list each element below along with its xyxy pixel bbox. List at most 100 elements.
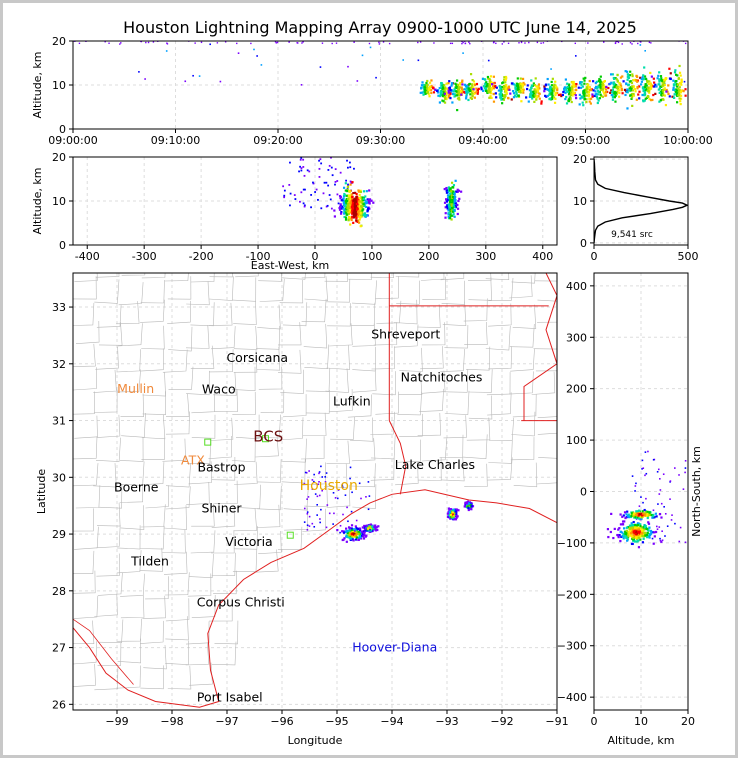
county-border: [165, 616, 189, 641]
source-point: [572, 80, 575, 84]
source-point: [299, 200, 301, 203]
source-point: [625, 90, 628, 94]
source-point: [631, 104, 634, 107]
source-point: [622, 532, 625, 536]
source-point: [373, 525, 376, 529]
source-point: [544, 94, 547, 97]
county-border: [141, 436, 165, 460]
source-point: [550, 80, 553, 84]
source-point: [569, 98, 572, 101]
source-point: [545, 88, 549, 91]
source-point: [519, 86, 523, 89]
source-point: [352, 539, 355, 542]
county-border: [232, 277, 257, 302]
county-border: [73, 367, 97, 391]
source-point: [671, 514, 673, 516]
source-point: [349, 477, 351, 480]
county-border: [115, 301, 140, 325]
county-border: [441, 280, 466, 305]
county-border: [73, 508, 94, 532]
source-point: [536, 41, 539, 44]
source-point: [632, 538, 635, 541]
source-point: [448, 203, 451, 206]
source-point: [314, 493, 317, 495]
county-border: [422, 276, 446, 300]
source-point: [510, 98, 513, 101]
source-point: [451, 42, 454, 45]
source-point: [551, 97, 554, 101]
source-point: [583, 89, 586, 92]
source-point: [487, 77, 490, 80]
source-point: [633, 87, 637, 91]
source-point: [361, 532, 364, 535]
source-point: [648, 98, 651, 101]
source-point: [551, 92, 554, 95]
source-point: [556, 91, 559, 95]
source-point: [642, 86, 645, 89]
source-point: [336, 497, 339, 500]
source-point: [627, 76, 631, 80]
source-point: [349, 223, 352, 226]
source-point: [447, 194, 450, 198]
source-point: [355, 536, 359, 539]
source-point: [346, 535, 349, 538]
source-point: [614, 100, 617, 103]
city-label: Mullin: [117, 381, 154, 396]
county-border: [211, 530, 235, 554]
county-border: [304, 344, 330, 370]
y-tick-label: 27: [52, 642, 66, 655]
source-point: [574, 85, 577, 88]
source-point: [342, 186, 346, 189]
source-point: [646, 516, 649, 520]
source-point: [614, 94, 617, 97]
source-point: [634, 485, 637, 487]
source-point: [598, 78, 601, 81]
source-point: [342, 200, 345, 203]
source-point: [625, 526, 628, 529]
county-border: [74, 273, 98, 282]
source-point: [643, 75, 647, 78]
source-point: [676, 74, 679, 77]
source-point: [582, 77, 585, 80]
source-point: [647, 521, 650, 524]
x-tick-label: −92: [490, 715, 513, 728]
county-border: [399, 347, 423, 372]
source-point: [621, 75, 624, 78]
source-point: [521, 83, 524, 86]
source-point: [358, 527, 361, 530]
source-point: [626, 538, 629, 541]
source-point: [626, 531, 629, 534]
source-point: [450, 90, 453, 93]
source-point: [636, 86, 639, 89]
source-point: [616, 73, 619, 77]
source-point: [653, 85, 656, 88]
source-point: [647, 535, 651, 538]
source-point: [436, 89, 439, 93]
source-point: [617, 89, 620, 92]
source-point: [609, 82, 612, 85]
source-point: [672, 96, 676, 99]
source-point: [362, 526, 366, 529]
source-point: [627, 83, 631, 86]
source-point: [353, 41, 355, 43]
source-point: [362, 529, 365, 533]
source-point: [424, 88, 427, 91]
source-point: [369, 529, 372, 532]
source-point: [344, 494, 347, 496]
county-border: [97, 642, 122, 666]
source-point: [443, 89, 446, 92]
county-border: [443, 415, 467, 439]
source-point: [495, 42, 497, 45]
source-point: [481, 77, 485, 80]
source-point: [446, 512, 449, 515]
source-point: [359, 535, 362, 539]
source-point: [525, 96, 528, 99]
source-point: [348, 531, 351, 534]
county-border: [282, 302, 308, 327]
source-point: [684, 459, 687, 462]
city-label: Corsicana: [226, 350, 288, 365]
source-point: [640, 531, 643, 534]
source-point: [302, 202, 305, 205]
source-point: [588, 97, 591, 100]
